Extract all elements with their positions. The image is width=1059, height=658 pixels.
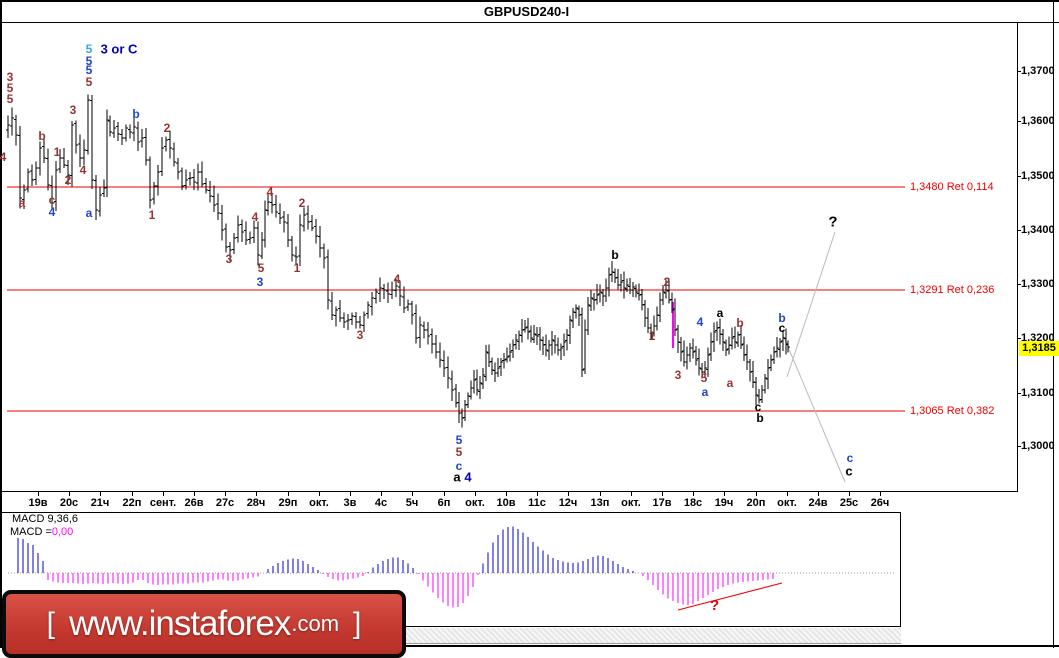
- macd-value-prefix: MACD =: [10, 526, 52, 538]
- chart-title: GBPUSD240-I: [483, 4, 570, 19]
- y-axis-line: [1017, 22, 1018, 492]
- watermark-text: www.instaforex: [68, 604, 291, 643]
- macd-value-number: 0,00: [51, 526, 74, 538]
- window-border-top: [0, 0, 1059, 2]
- watermark-suffix: .com: [291, 611, 340, 636]
- current-price-tag: 1,3185: [1019, 341, 1059, 356]
- titlebar-separator: [0, 22, 1059, 23]
- macd-histogram-positive: [17, 526, 634, 573]
- projection-line-1[interactable]: [782, 334, 846, 483]
- macd-indicator-value: MACD =0,00: [10, 526, 73, 538]
- macd-question-annotation[interactable]: ?: [710, 597, 720, 614]
- window-border-right: [1053, 0, 1054, 648]
- macd-trendline[interactable]: [677, 582, 783, 611]
- macd-indicator-name: MACD 9,36,6: [12, 513, 79, 525]
- macd-panel-frame: [2, 512, 901, 627]
- window-border-bottom: [0, 645, 1059, 647]
- x-axis-line: [2, 491, 1017, 492]
- projection-line-0[interactable]: [786, 231, 836, 378]
- watermark-bracket-open: [: [46, 607, 55, 640]
- watermark-bracket-close: ]: [353, 607, 362, 640]
- window-border-left: [0, 0, 2, 648]
- instaforex-watermark: [ www.instaforex .com ]: [2, 590, 406, 658]
- macd-histogram-negative: [47, 573, 774, 608]
- price-bars[interactable]: [6, 94, 790, 428]
